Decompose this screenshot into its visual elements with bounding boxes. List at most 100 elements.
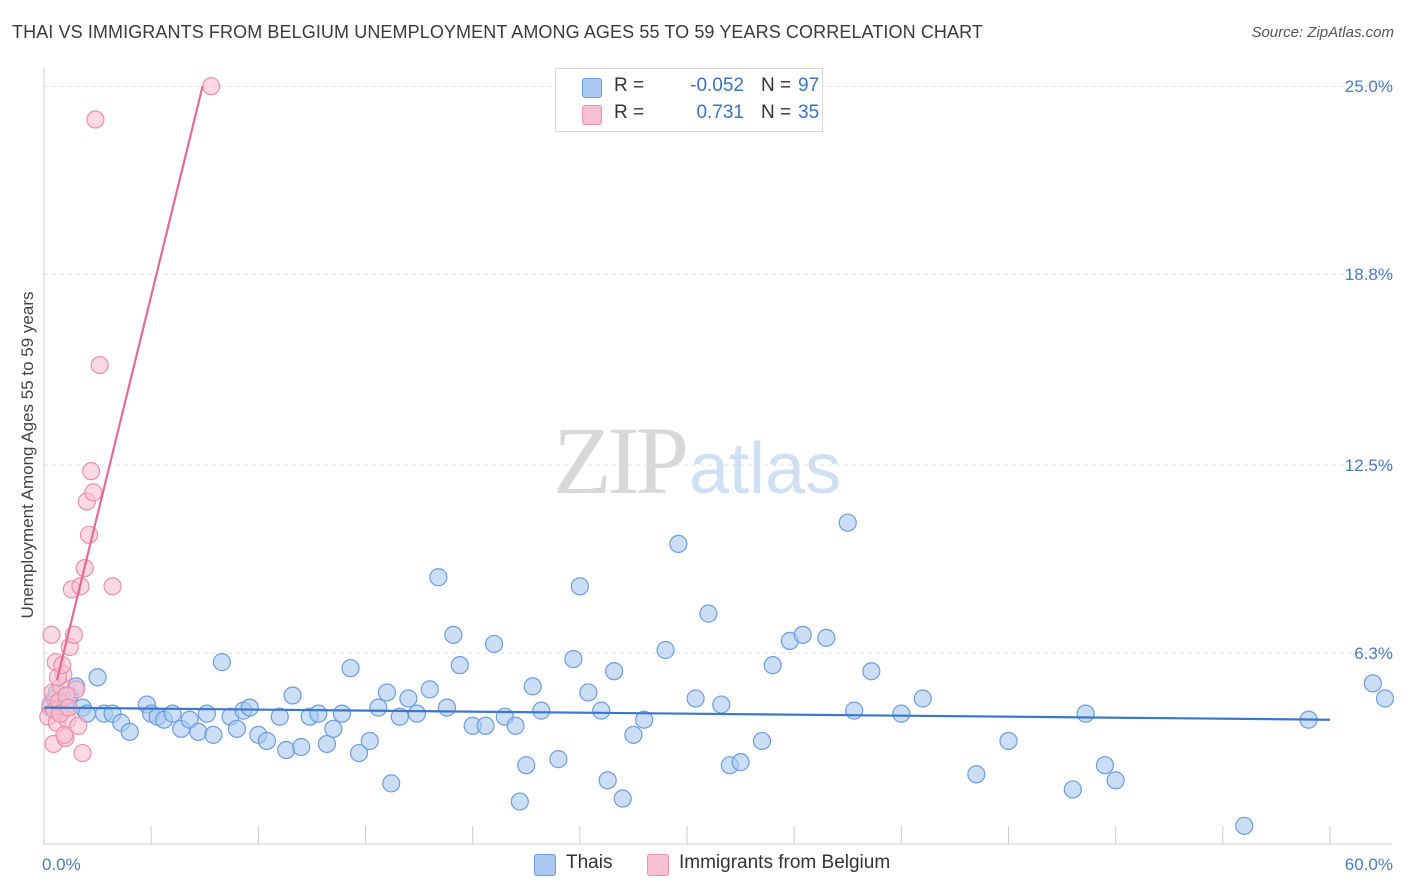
- thais-point: [712, 695, 731, 714]
- thais-point: [731, 753, 750, 772]
- thais-point: [341, 659, 360, 678]
- thais-point: [913, 689, 932, 708]
- x-tick-label: 0.0%: [42, 855, 81, 874]
- thais-point: [592, 701, 611, 720]
- thais-point: [317, 734, 337, 754]
- thais-point: [227, 719, 246, 738]
- thais-point: [88, 668, 107, 687]
- thais-point: [549, 750, 568, 769]
- thais-point: [369, 698, 388, 717]
- stats-n-value: 35: [798, 102, 820, 123]
- thais-point: [1235, 816, 1254, 835]
- thais-point: [399, 689, 418, 708]
- thais-point: [407, 704, 427, 723]
- thais-point: [476, 716, 495, 735]
- thais-point: [523, 677, 542, 696]
- thais-point: [1363, 674, 1382, 693]
- watermark-zip: ZIP: [553, 407, 689, 514]
- thais-point: [506, 716, 525, 735]
- y-axis-label: Unemployment Among Ages 55 to 59 years: [18, 291, 37, 619]
- thais-point: [212, 653, 231, 672]
- y-tick-label: 12.5%: [1345, 456, 1393, 475]
- thais-point: [1106, 771, 1125, 790]
- thais-point: [309, 704, 328, 723]
- y-tick-label: 6.3%: [1354, 644, 1393, 663]
- belgium-point: [84, 483, 103, 502]
- stats-swatch-thais: [582, 78, 602, 98]
- thais-point: [292, 737, 311, 757]
- thais-point: [450, 656, 469, 675]
- belgium-point: [86, 110, 105, 129]
- thais-point: [332, 704, 352, 723]
- thais-point: [570, 577, 589, 596]
- thais-point: [324, 719, 343, 738]
- thais-point: [257, 731, 277, 751]
- thais-point: [420, 680, 439, 699]
- thais-point: [390, 707, 409, 726]
- stats-r-value: -0.052: [690, 75, 744, 96]
- belgium-point: [73, 743, 92, 763]
- thais-point: [240, 698, 259, 717]
- thais-point: [204, 725, 223, 744]
- thais-point: [1076, 704, 1095, 723]
- thais-point: [277, 740, 296, 760]
- thais-point: [189, 722, 208, 741]
- thais-point: [845, 701, 864, 720]
- belgium-trend-line: [55, 85, 204, 681]
- thais-point: [752, 731, 772, 751]
- thais-point: [598, 771, 617, 790]
- belgium-point: [82, 462, 101, 481]
- thais-point: [437, 698, 457, 717]
- thais-point: [656, 640, 675, 660]
- thais-point: [517, 756, 536, 775]
- watermark-atlas: atlas: [689, 429, 842, 509]
- thais-point: [635, 710, 654, 729]
- belgium-point: [90, 355, 109, 375]
- belgium-point: [103, 577, 122, 596]
- thais-point: [532, 701, 551, 720]
- thais-point: [382, 774, 401, 793]
- stats-r-label: R =: [614, 75, 645, 96]
- source-label: Source: ZipAtlas.com: [1251, 24, 1394, 41]
- thais-point: [564, 649, 583, 669]
- stats-box: R = -0.052 N = 97 R = 0.731 N = 35: [555, 68, 823, 132]
- thais-point: [699, 604, 718, 623]
- thais-point: [120, 722, 139, 741]
- x-tick-label: 60.0%: [1345, 855, 1393, 874]
- thais-point: [763, 656, 782, 675]
- thais-point: [283, 686, 302, 705]
- belgium-point: [202, 77, 221, 96]
- stats-n-label: N =: [761, 75, 792, 96]
- thais-point: [1375, 689, 1395, 708]
- chart-title: THAI VS IMMIGRANTS FROM BELGIUM UNEMPLOY…: [12, 22, 983, 42]
- legend-swatch-belgium: [647, 854, 669, 876]
- legend-swatch-thais: [534, 854, 556, 876]
- thais-point: [669, 534, 688, 554]
- belgium-point: [69, 716, 88, 735]
- thais-point: [1063, 780, 1082, 799]
- thais-point: [613, 789, 632, 808]
- thais-point: [793, 625, 812, 644]
- stats-n-label: N =: [761, 102, 792, 123]
- thais-point: [892, 704, 911, 723]
- y-tick-label: 18.8%: [1345, 265, 1393, 284]
- stats-n-value: 97: [798, 75, 820, 96]
- thais-point: [510, 792, 529, 811]
- thais-point: [1095, 756, 1115, 775]
- thais-trend-line: [43, 706, 1331, 721]
- thais-point: [624, 725, 643, 744]
- thais-point: [999, 731, 1018, 751]
- thais-point: [579, 683, 598, 702]
- belgium-point: [55, 725, 74, 744]
- thais-point: [429, 568, 448, 587]
- thais-point: [349, 743, 369, 763]
- stats-r-label: R =: [614, 102, 645, 123]
- thais-point: [862, 662, 881, 681]
- thais-point: [444, 625, 463, 644]
- thais-point: [817, 628, 836, 647]
- belgium-point: [42, 625, 61, 644]
- stats-r-value: 0.731: [696, 102, 744, 123]
- legend-label-thais: Thais: [566, 852, 613, 873]
- thais-point: [686, 689, 705, 708]
